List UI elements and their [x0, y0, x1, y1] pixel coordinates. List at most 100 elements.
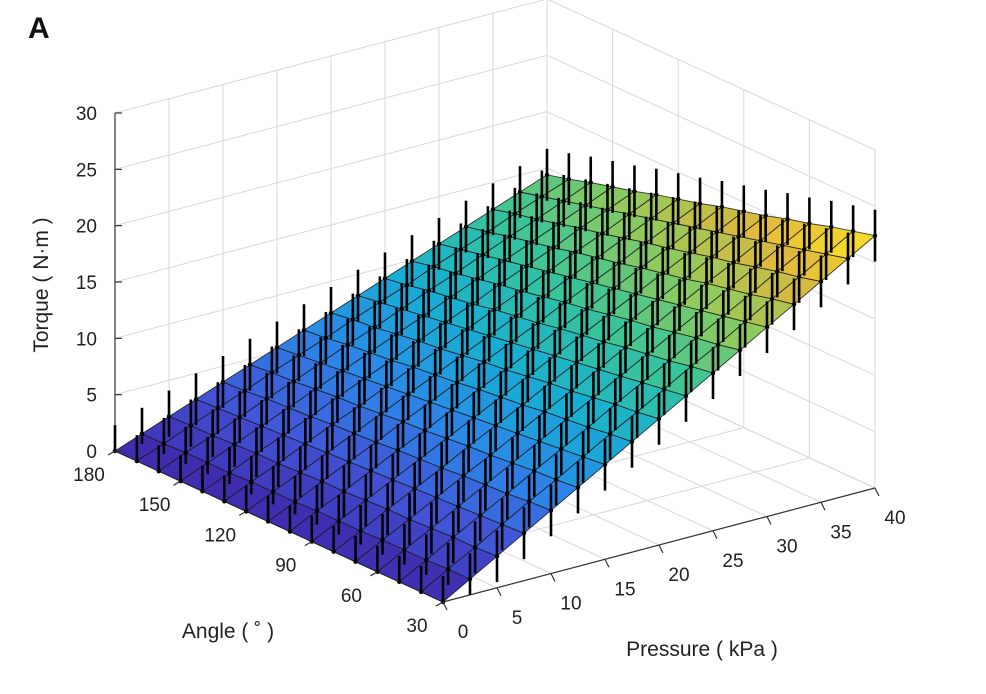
- data-point: [573, 249, 578, 255]
- data-point: [210, 433, 215, 438]
- data-point: [672, 330, 677, 335]
- data-point: [697, 201, 703, 206]
- data-point: [330, 422, 335, 427]
- data-point: [281, 432, 286, 438]
- x-tick-mark: [874, 487, 880, 497]
- y-tick-label: 90: [275, 556, 296, 577]
- data-point: [325, 450, 330, 456]
- data-point: [476, 387, 482, 392]
- data-point: [451, 534, 456, 540]
- data-point: [424, 557, 429, 563]
- data-point: [362, 376, 367, 381]
- data-point: [530, 346, 536, 352]
- data-point: [633, 291, 638, 297]
- panel-label: A: [28, 12, 50, 45]
- z-tick-label: 10: [76, 329, 97, 350]
- data-point: [444, 436, 449, 441]
- data-point: [667, 358, 672, 363]
- data-point: [731, 260, 736, 265]
- data-point: [753, 264, 758, 270]
- grid-line: [114, 167, 548, 283]
- data-point: [402, 547, 407, 553]
- data-point: [524, 263, 529, 269]
- data-point: [406, 392, 411, 397]
- data-point: [205, 460, 210, 466]
- data-point: [541, 294, 546, 299]
- data-point: [791, 302, 797, 307]
- data-point: [584, 306, 590, 312]
- data-point: [548, 508, 554, 513]
- data-point: [606, 312, 611, 317]
- data-point: [764, 325, 770, 330]
- data-point: [564, 417, 569, 422]
- data-point: [318, 360, 323, 366]
- data-point: [719, 204, 725, 210]
- data-point: [715, 342, 721, 347]
- data-point: [802, 247, 807, 252]
- x-tick-label: 5: [512, 608, 523, 629]
- data-point: [345, 342, 350, 347]
- data-point: [429, 526, 434, 531]
- data-point: [493, 423, 498, 428]
- data-point: [363, 498, 368, 503]
- data-point: [434, 495, 439, 500]
- data-point: [323, 335, 329, 341]
- data-point: [687, 250, 692, 255]
- y-tick-label: 60: [341, 586, 362, 607]
- data-point: [737, 347, 743, 353]
- data-point: [529, 239, 534, 245]
- data-point: [466, 443, 471, 449]
- z-tick-label: 5: [86, 386, 97, 407]
- y-tick-label: 120: [204, 525, 236, 546]
- data-point: [670, 220, 676, 226]
- data-point: [227, 470, 232, 476]
- data-point: [628, 317, 633, 323]
- data-point: [526, 499, 532, 504]
- data-point: [595, 255, 600, 260]
- data-point: [547, 380, 552, 386]
- data-point: [274, 345, 280, 350]
- data-point: [269, 370, 275, 375]
- data-point: [183, 450, 188, 455]
- data-point: [583, 203, 588, 208]
- z-tick-label: 20: [76, 217, 97, 238]
- data-point: [188, 423, 194, 428]
- data-point: [438, 346, 443, 351]
- data-point: [758, 238, 763, 243]
- data-point: [355, 293, 361, 298]
- data-point: [478, 513, 483, 518]
- data-point: [539, 194, 545, 199]
- data-point: [461, 473, 466, 478]
- data-point: [721, 313, 726, 319]
- data-point: [845, 256, 851, 261]
- grid-line: [114, 0, 546, 114]
- data-point: [499, 522, 505, 527]
- data-point: [574, 360, 579, 365]
- data-point: [580, 454, 586, 459]
- data-point: [780, 243, 785, 248]
- data-point: [395, 447, 401, 453]
- data-point: [379, 411, 384, 417]
- data-point: [443, 320, 448, 325]
- data-point: [578, 225, 583, 231]
- data-point: [517, 189, 523, 195]
- data-point: [400, 419, 406, 424]
- data-point: [611, 286, 617, 291]
- data-point: [742, 319, 748, 324]
- data-point: [542, 409, 547, 414]
- data-point: [134, 458, 140, 464]
- data-point: [622, 235, 627, 241]
- data-point: [521, 531, 527, 536]
- data-point: [494, 554, 500, 559]
- data-point: [358, 528, 363, 534]
- data-point: [661, 387, 667, 392]
- data-point: [613, 402, 618, 407]
- y-tick-label: 150: [139, 495, 171, 516]
- data-point: [714, 229, 719, 235]
- x-tick-label: 10: [560, 594, 581, 615]
- data-point: [454, 380, 460, 385]
- data-point: [357, 403, 362, 409]
- data-point: [535, 320, 541, 326]
- x-axis-label: Pressure ( kPa ): [626, 638, 778, 661]
- data-point: [748, 292, 753, 297]
